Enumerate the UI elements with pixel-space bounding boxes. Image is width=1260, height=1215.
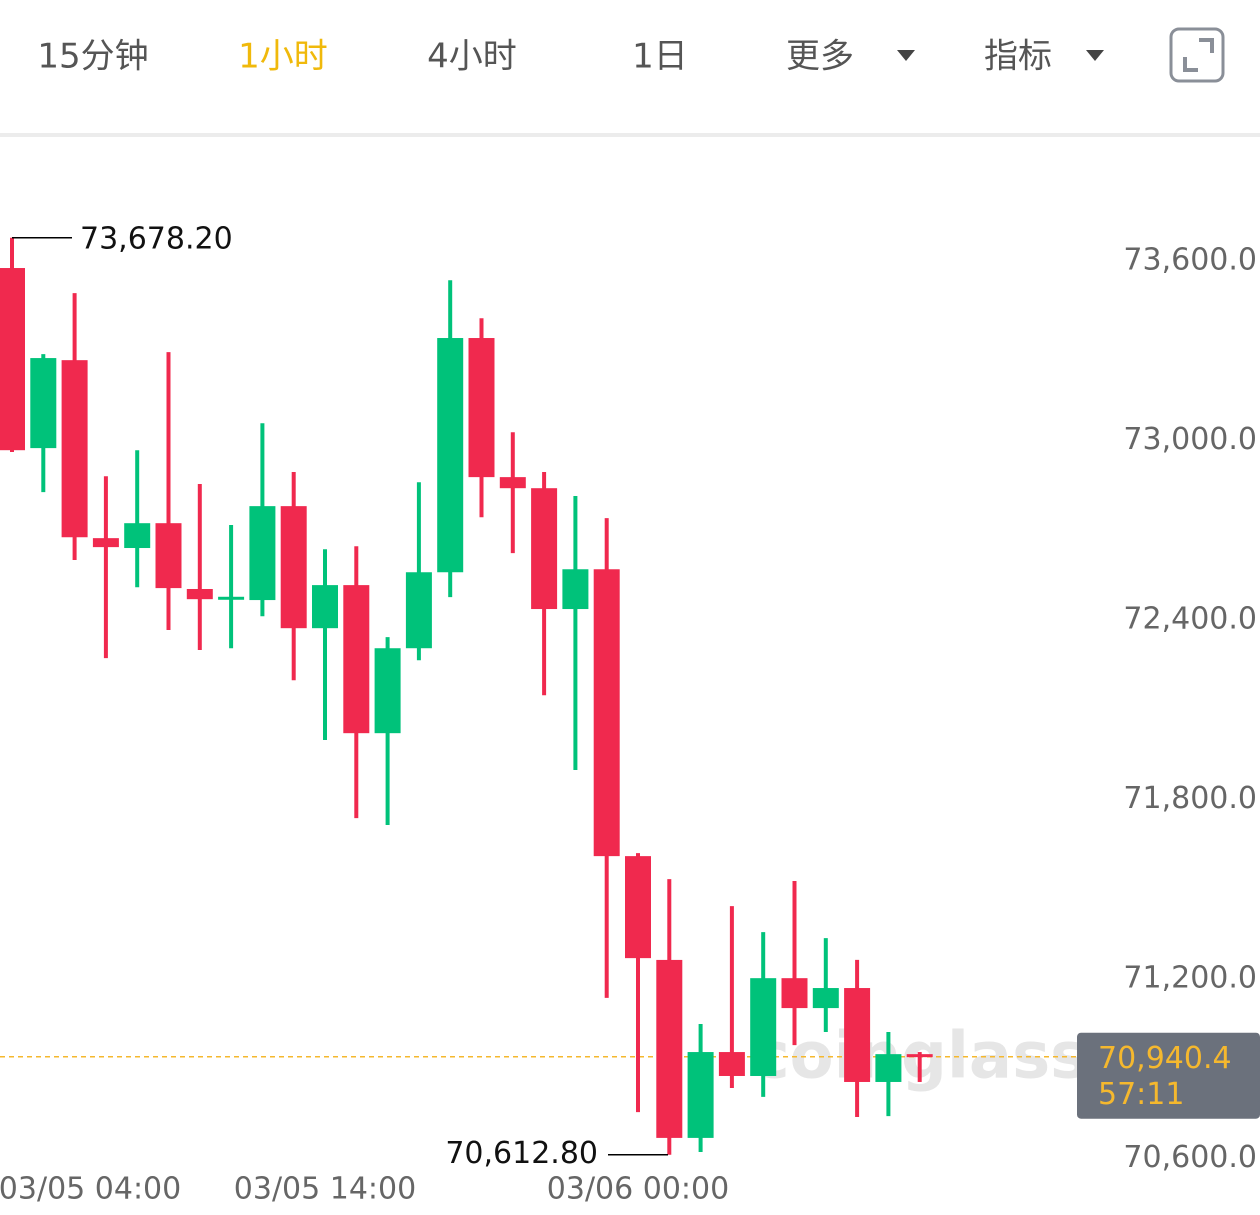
candle-body	[468, 338, 495, 478]
candle-body	[405, 572, 432, 649]
current-price-label: 70,940.4	[1098, 1041, 1232, 1076]
tab[interactable]: 指标	[984, 37, 1052, 77]
candle-body	[718, 1052, 745, 1076]
y-tick-label: 71,800.0	[1123, 781, 1257, 816]
current-price-box	[1077, 1032, 1260, 1119]
candle-body	[687, 1052, 714, 1138]
candle-body	[312, 585, 338, 629]
candle-body	[155, 523, 182, 589]
fullscreen-icon	[1183, 38, 1214, 72]
y-tick-label: 73,600.0	[1123, 243, 1257, 278]
fullscreen-frame	[1169, 27, 1225, 83]
tab[interactable]: 1小时	[238, 37, 328, 77]
tab[interactable]: 更多	[786, 37, 854, 77]
candle-body	[124, 523, 151, 549]
candle-body	[218, 596, 245, 600]
candle-body	[593, 569, 620, 857]
tab[interactable]: 4小时	[427, 37, 517, 77]
candle-body	[374, 648, 401, 734]
x-tick-label: 03/05 14:00	[234, 1172, 416, 1207]
dropdown-arrow[interactable]	[897, 50, 915, 61]
candle-body	[875, 1054, 902, 1082]
candle-body	[92, 538, 119, 548]
candle-body	[844, 988, 871, 1082]
candle-body	[906, 1054, 933, 1058]
dropdown-arrow[interactable]	[1086, 50, 1104, 61]
candle-body	[499, 477, 526, 489]
toolbar-divider	[0, 133, 1260, 137]
countdown: 57:11	[1098, 1077, 1184, 1112]
x-tick-label: 03/06 00:00	[547, 1172, 729, 1207]
annotation-label: 70,612.80	[445, 1136, 598, 1171]
candle-body	[656, 959, 683, 1138]
candle-body	[812, 988, 839, 1009]
y-tick-label: 71,200.0	[1123, 961, 1257, 996]
candle-body	[61, 360, 88, 538]
y-tick-label: 70,600.0	[1123, 1140, 1257, 1175]
candle-body	[249, 506, 276, 601]
y-tick-label: 72,400.0	[1123, 602, 1257, 637]
x-tick-label: 03/05 04:00	[0, 1172, 181, 1207]
annotation-label: 73,678.20	[80, 221, 233, 256]
y-tick-label: 73,000.0	[1123, 422, 1257, 457]
candle-body	[531, 488, 558, 610]
candle-body	[30, 358, 57, 449]
candle-body	[186, 588, 213, 600]
candle-body	[625, 856, 651, 959]
candle-body	[280, 506, 307, 629]
tab[interactable]: 15分钟	[37, 37, 148, 77]
candle-body	[750, 978, 777, 1076]
candle-body	[0, 268, 25, 451]
candle-body	[562, 569, 589, 610]
candle-body	[343, 585, 370, 734]
tab[interactable]: 1日	[632, 37, 688, 77]
fullscreen-button[interactable]	[1169, 27, 1225, 83]
candle-body	[781, 978, 808, 1009]
candle-body	[437, 338, 464, 573]
